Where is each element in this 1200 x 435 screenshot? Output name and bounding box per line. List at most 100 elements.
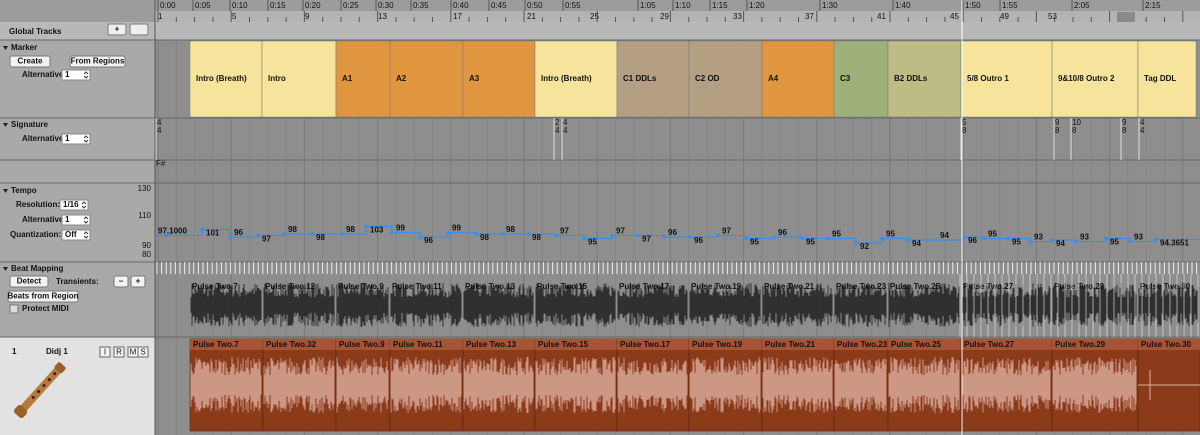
tempo-point[interactable] [716, 233, 720, 238]
tempo-label: 97 [262, 235, 271, 244]
tempo-point[interactable] [688, 235, 692, 239]
tempo-point[interactable] [582, 236, 586, 241]
audio-region-label: Pulse Two.29 [1055, 340, 1106, 349]
signature-alt [61, 133, 91, 145]
quantization-arrows [83, 231, 89, 239]
bar-number: 9 [305, 12, 310, 21]
instrument-part [54, 362, 66, 374]
track-button-label[interactable]: S [140, 348, 145, 357]
tempo-point[interactable] [364, 224, 368, 229]
tempo-point[interactable] [554, 233, 558, 238]
time-label: 0:35 [413, 1, 429, 10]
marker-title: Marker [11, 43, 37, 52]
audio-waveform [689, 357, 761, 413]
tempo-point[interactable] [1104, 236, 1108, 241]
quantization-value[interactable]: Off [65, 230, 77, 239]
tempo-point[interactable] [906, 238, 910, 242]
quantization-label: Quantization: [10, 230, 61, 239]
time-label: 0:20 [305, 1, 321, 10]
track-button-label[interactable]: M [130, 348, 137, 357]
tempo-point[interactable] [636, 233, 640, 238]
tempo-point[interactable] [526, 232, 530, 236]
marker [189, 40, 263, 118]
add-button-label[interactable]: + [115, 25, 120, 34]
tempo-point[interactable] [1128, 239, 1132, 244]
tempo-point[interactable] [418, 235, 422, 239]
marker-label: 5/8 Outro 1 [967, 74, 1009, 83]
bar-number: 41 [877, 12, 886, 21]
resolution-value[interactable]: 1/16 [63, 200, 79, 209]
audio-region-label: Pulse Two.15 [538, 340, 589, 349]
tempo-label: 98 [506, 225, 515, 234]
tempo-scale-label: 130 [138, 184, 152, 193]
audio-region-label: Pulse Two.9 [339, 340, 385, 349]
beat-waveform [888, 283, 960, 327]
tempo-point[interactable] [744, 236, 748, 241]
tempo-point[interactable] [662, 235, 666, 239]
beat-region-label: Pulse Two.7 [192, 282, 238, 291]
tempo-point[interactable] [880, 236, 884, 241]
marker-alt-value[interactable]: 1 [65, 70, 70, 79]
tempo-point[interactable] [164, 233, 168, 238]
tempo-point[interactable] [390, 230, 394, 235]
tempo-point[interactable] [474, 232, 478, 236]
tempo-point[interactable] [200, 227, 204, 232]
time-label: 1:40 [895, 1, 911, 10]
tempo-point[interactable] [228, 235, 232, 239]
tempo-point[interactable] [1074, 239, 1078, 244]
transients-plus-label[interactable]: + [136, 277, 141, 286]
create-button-label[interactable]: Create [18, 57, 43, 66]
bar-number: 13 [378, 12, 387, 21]
tempo-point[interactable] [826, 236, 830, 241]
tempo-label: 94.3651 [1160, 239, 1189, 248]
audio-region-label: Pulse Two.25 [891, 340, 942, 349]
audio-region-label: Pulse Two.7 [193, 340, 239, 349]
tempo-point[interactable] [800, 236, 804, 241]
instrument-icon [14, 362, 66, 419]
from-regions-button-label[interactable]: From Regions [71, 57, 125, 66]
audio-region-label: Pulse Two.13 [466, 340, 517, 349]
tempo-point[interactable] [962, 235, 966, 239]
detect-button-label[interactable]: Detect [17, 277, 42, 286]
ruler-bar-strip [155, 11, 1200, 22]
signature-alt-value[interactable]: 1 [65, 134, 70, 143]
tempo-point[interactable] [1050, 238, 1054, 242]
tempo-point[interactable] [1028, 239, 1032, 244]
tempo-point[interactable] [256, 233, 260, 238]
beats-from-region-button-label[interactable]: Beats from Region [7, 292, 78, 301]
tempo-alt-value[interactable]: 1 [65, 215, 70, 224]
beat-waveform [390, 283, 462, 327]
audio-waveform [463, 357, 534, 413]
track-button-label[interactable]: R [116, 348, 122, 357]
tempo-point[interactable] [610, 233, 614, 238]
tempo-point[interactable] [772, 235, 776, 239]
marker-alt-label: Alternative: [22, 70, 66, 79]
tempo-label: 98 [288, 225, 297, 234]
create-button [9, 55, 51, 68]
transients-minus-label[interactable]: – [119, 277, 124, 286]
track-button-label[interactable]: I [104, 348, 106, 357]
audio-region-header [336, 339, 390, 350]
marker [261, 40, 337, 118]
tempo-scale-label: 90 [142, 241, 151, 250]
time-label: 1:05 [640, 1, 656, 10]
global-header [0, 22, 1200, 40]
audio-region-header [762, 339, 834, 350]
tempo-point[interactable] [446, 230, 450, 235]
signature-top: 4 [563, 118, 568, 127]
tempo-point[interactable] [934, 238, 938, 242]
tempo-point[interactable] [340, 232, 344, 236]
tempo-point[interactable] [982, 236, 986, 241]
tempo-point[interactable] [310, 232, 314, 236]
marker-label: C2 OD [695, 74, 720, 83]
instrument-hole [42, 384, 46, 388]
beat-waveform [336, 283, 389, 327]
tempo-point[interactable] [500, 232, 504, 236]
tempo-point[interactable] [854, 241, 858, 245]
tempo-point[interactable] [282, 232, 286, 236]
tempo-point[interactable] [1006, 236, 1010, 241]
tempo-point[interactable] [1154, 237, 1158, 242]
tempo-label: 95 [1110, 238, 1119, 247]
beat-waveform [535, 283, 616, 327]
